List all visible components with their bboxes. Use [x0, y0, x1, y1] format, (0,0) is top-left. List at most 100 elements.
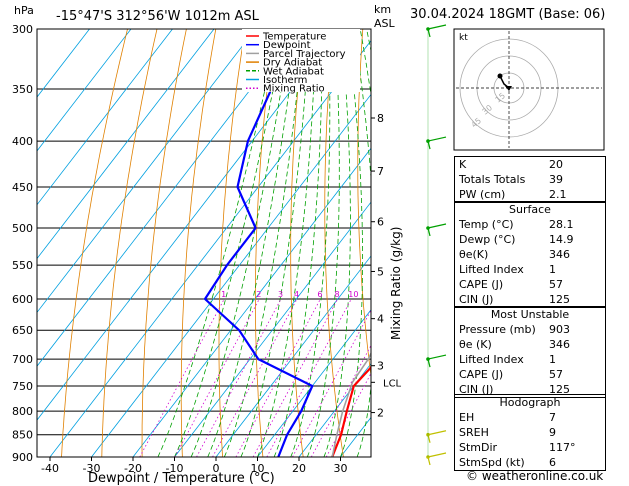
surface-title: Surface	[509, 203, 551, 216]
isotherm-line	[132, 147, 371, 457]
hodograph-row: EH 7	[459, 411, 556, 424]
mixing-ratio-label: 15	[374, 290, 384, 299]
hodograph-point	[497, 73, 503, 79]
hodograph-table: Hodograph EH 7 SREH 9 StmDir 117° StmSpd (k…	[454, 394, 606, 471]
surface-row: Temp (°C) 28.1	[459, 218, 574, 231]
mixing-ratio-line	[174, 298, 260, 457]
hodograph-unit-label: kt	[459, 33, 468, 43]
dry-adiabat-line	[180, 29, 217, 457]
indices-table: K 20 Totals Totals 39 PW (cm) 2.1	[454, 156, 606, 203]
hodograph-row: StmSpd (kt) 6	[459, 456, 556, 469]
most-unstable-title: Most Unstable	[490, 308, 570, 321]
dry-adiabat-line	[324, 29, 344, 457]
mixing-ratio-label: 8	[335, 290, 340, 299]
temperature-tick-label: -20	[124, 462, 142, 475]
mixing-ratio-label: 25	[408, 290, 418, 299]
wind-barb	[426, 452, 447, 466]
date-label: 30.04.2024 18GMT (Base: 06)	[410, 7, 606, 22]
km-tick-label: 3	[377, 360, 384, 373]
wind-barb-shaft	[427, 430, 447, 436]
pressure-tick-label: 850	[12, 429, 33, 442]
copyright: © weatheronline.co.uk	[466, 469, 604, 483]
surface-row: Dewp (°C) 14.9	[459, 233, 574, 246]
isotherm-line	[49, 40, 371, 457]
pressure-tick-label: 900	[12, 451, 33, 464]
isotherm-line	[37, 29, 256, 314]
dry-adiabat-line	[101, 29, 158, 457]
most-unstable-row: Pressure (mb) 903	[459, 323, 570, 336]
wet-adiabat-line	[257, 29, 317, 457]
pressure-tick-label: 650	[12, 324, 33, 337]
wet-adiabat-line	[273, 29, 323, 457]
wind-barb-shaft	[427, 223, 447, 229]
hodograph-row: SREH 9	[459, 426, 556, 439]
pressure-tick-label: 800	[12, 405, 33, 418]
wind-barb-shaft	[427, 136, 447, 142]
lcl-label: LCL	[383, 378, 402, 389]
km-label: km	[374, 3, 391, 16]
most-unstable-row: CAPE (J) 57	[459, 368, 563, 381]
wet-adiabat-line	[306, 29, 340, 457]
isotherm-line	[37, 29, 132, 152]
mixing-ratio-label: 3	[278, 290, 283, 299]
temperature-tick-label: 30	[334, 462, 348, 475]
hpa-label: hPa	[14, 4, 34, 17]
wet-adiabat-line	[174, 29, 285, 457]
pressure-tick-label: 700	[12, 353, 33, 366]
hodograph-row: StmDir 117°	[459, 441, 576, 454]
pressure-tick-label: 300	[12, 23, 33, 36]
temperature-tick-label: -10	[166, 462, 184, 475]
wind-barb-dot	[426, 27, 430, 31]
isotherm-line	[215, 255, 371, 457]
pressure-tick-label: 400	[12, 135, 33, 148]
wind-barbs	[426, 24, 447, 466]
mixing-ratio-label: 1	[221, 290, 226, 299]
km-tick-label: 5	[377, 265, 384, 278]
legend-entry: Temperature	[262, 32, 326, 43]
profile-lines	[203, 29, 371, 457]
axes: 300350400450500550600650700750800850900-…	[12, 23, 402, 475]
wet-adiabat-line	[223, 29, 304, 457]
wind-barb	[426, 24, 447, 38]
index-row-k: K 20	[459, 158, 563, 171]
wet-adiabat-line	[340, 29, 364, 457]
isotherm-line	[37, 29, 298, 367]
isotherm-line	[174, 201, 371, 457]
wet-adiabat-line	[290, 29, 331, 457]
wind-barb	[426, 223, 447, 237]
surface-table: Surface Temp (°C) 28.1 Dewp (°C) 14.9 θe(K…	[454, 201, 606, 308]
isotherm-line	[37, 29, 173, 206]
index-row-pw: PW (cm) 2.1	[459, 188, 567, 201]
wet-adiabat-line	[240, 29, 311, 457]
km-tick-label: 6	[377, 216, 384, 229]
hodograph-frame	[453, 28, 605, 151]
most-unstable-row: CIN (J) 125	[459, 383, 570, 396]
wind-barb-shaft	[427, 24, 447, 30]
x-axis-title: Dewpoint / Temperature (°C)	[88, 471, 275, 486]
legend-entry: Dry Adiabat	[263, 58, 322, 69]
wind-barb-shaft	[427, 354, 447, 360]
mixing-ratio-axis-title: Mixing Ratio (g/kg)	[389, 227, 403, 340]
pressure-tick-label: 550	[12, 259, 33, 272]
wet-adiabat-line	[157, 29, 279, 457]
surface-row: θe(K) 346	[459, 248, 570, 261]
km-tick-label: 8	[377, 112, 384, 125]
mixing-ratio-line	[292, 309, 371, 457]
most-unstable-row: Lifted Index 1	[459, 353, 556, 366]
mixing-ratio-line	[266, 298, 352, 457]
dry-adiabat-line	[218, 29, 246, 457]
most-unstable-table: Most Unstable Pressure (mb) 903 θe (K) 346…	[454, 306, 606, 398]
dry-adiabat-line	[290, 29, 305, 457]
plot-frame	[36, 28, 372, 458]
legend-entry: Isotherm	[263, 75, 307, 86]
dry-adiabat-line	[254, 29, 275, 457]
mixing-ratio-line	[235, 298, 321, 457]
wind-barb	[426, 136, 447, 150]
most-unstable-row: θe (K) 346	[459, 338, 570, 351]
wind-barb	[426, 354, 447, 368]
dry-adiabat-line	[357, 29, 371, 379]
pressure-tick-label: 600	[12, 293, 33, 306]
